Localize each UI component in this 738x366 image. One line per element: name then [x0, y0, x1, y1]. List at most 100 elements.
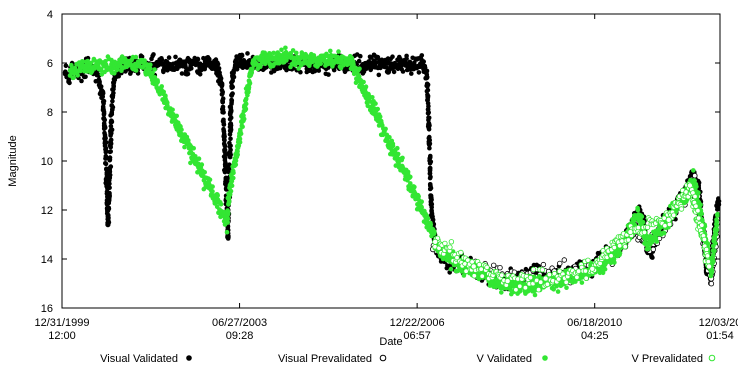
data-points-layer	[62, 45, 722, 298]
data-point	[199, 62, 205, 68]
data-point	[225, 234, 231, 240]
data-point	[491, 262, 497, 268]
data-point	[711, 249, 717, 254]
data-point	[539, 267, 546, 273]
data-point	[336, 49, 341, 54]
data-point	[80, 59, 85, 64]
data-point	[538, 279, 544, 285]
data-point	[585, 257, 591, 263]
data-point	[250, 60, 256, 66]
data-point	[234, 67, 240, 72]
data-point	[540, 261, 547, 268]
data-point	[442, 240, 448, 247]
data-point	[351, 61, 356, 67]
data-point	[166, 55, 172, 60]
data-point	[535, 287, 542, 293]
data-point	[222, 155, 228, 161]
data-point	[97, 79, 102, 85]
data-point	[241, 116, 247, 122]
data-point	[71, 75, 76, 80]
data-point	[222, 138, 227, 143]
data-point	[235, 149, 240, 154]
data-point	[219, 82, 225, 88]
data-point	[165, 103, 170, 108]
y-tick-label: 6	[47, 58, 53, 70]
data-point	[666, 221, 673, 228]
data-point	[98, 67, 104, 72]
data-point	[356, 58, 362, 64]
data-point	[102, 124, 108, 130]
data-point	[403, 60, 409, 66]
data-point	[428, 227, 434, 233]
data-point	[103, 178, 110, 184]
data-point	[294, 50, 299, 56]
data-point	[190, 60, 197, 66]
data-point	[103, 156, 108, 161]
data-point	[408, 181, 413, 186]
data-point	[459, 269, 465, 274]
x-tick-label-date: 12/22/2006	[390, 317, 445, 329]
data-point	[107, 174, 112, 180]
data-point	[173, 60, 180, 66]
data-point	[713, 241, 718, 246]
data-point	[405, 171, 411, 176]
data-point	[426, 121, 432, 127]
data-point	[662, 222, 668, 229]
data-point	[226, 199, 232, 205]
data-point	[358, 53, 363, 59]
data-point	[419, 53, 425, 58]
data-point	[527, 274, 534, 281]
data-point	[428, 200, 434, 206]
data-point	[243, 101, 249, 107]
data-point	[235, 152, 240, 157]
data-point	[111, 90, 116, 96]
data-point	[179, 127, 184, 132]
data-point	[202, 170, 207, 175]
data-point	[470, 263, 477, 270]
data-point	[579, 280, 585, 285]
data-point	[428, 222, 434, 227]
data-point	[201, 55, 206, 61]
data-point	[108, 137, 114, 143]
data-point	[209, 184, 215, 190]
data-point	[377, 62, 383, 68]
data-point	[644, 241, 651, 247]
data-point	[636, 212, 642, 218]
data-point	[395, 151, 401, 157]
data-point	[227, 150, 233, 155]
data-point	[79, 78, 84, 84]
x-tick-label-date: 06/27/2003	[212, 317, 267, 329]
y-axis-title: Magnitude	[7, 135, 19, 186]
legend-entry: V Validated	[477, 353, 548, 365]
data-point	[228, 188, 234, 194]
data-point	[103, 140, 109, 145]
data-point	[221, 128, 227, 134]
data-point	[716, 202, 722, 207]
data-point	[428, 182, 433, 187]
data-point	[179, 71, 185, 76]
data-point	[517, 283, 523, 289]
data-point	[357, 66, 362, 71]
legend-marker	[186, 355, 192, 361]
y-tick-label: 8	[47, 107, 53, 119]
data-point	[390, 54, 395, 59]
data-point	[544, 281, 551, 287]
data-point	[159, 84, 164, 89]
data-point	[196, 156, 202, 161]
data-point	[230, 84, 235, 90]
data-point	[248, 72, 254, 77]
data-point	[602, 261, 608, 267]
data-point	[694, 184, 699, 189]
data-point	[714, 219, 719, 225]
data-point	[564, 285, 569, 291]
data-point	[279, 47, 284, 53]
data-point	[714, 223, 720, 228]
data-point	[220, 96, 226, 101]
data-point	[583, 275, 589, 281]
data-point	[699, 222, 705, 228]
y-tick-label: 12	[41, 205, 53, 217]
legend-label: V Validated	[477, 353, 532, 365]
y-tick-label: 16	[41, 303, 53, 315]
data-point	[411, 62, 417, 68]
